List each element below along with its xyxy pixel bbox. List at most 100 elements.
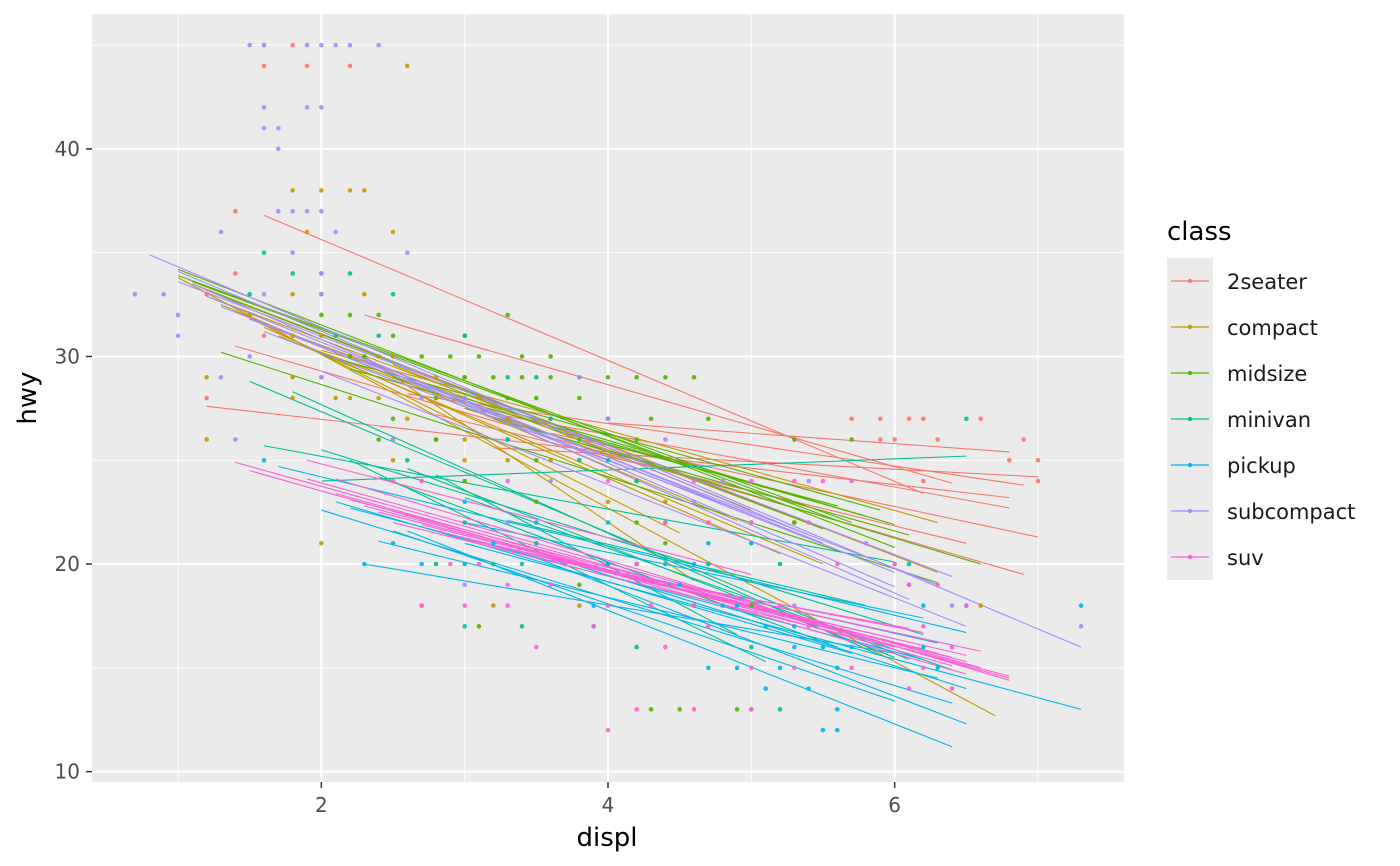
- point-2seater: [878, 437, 883, 442]
- point-compact: [577, 603, 582, 608]
- fit-line-pickup: [536, 557, 967, 725]
- point-suv: [949, 686, 955, 691]
- point-2seater: [1007, 457, 1012, 463]
- point-midsize: [577, 437, 582, 442]
- point-subcompact: [175, 312, 181, 318]
- point-midsize: [734, 707, 740, 712]
- point-minivan: [605, 457, 611, 463]
- point-minivan: [519, 624, 525, 629]
- point-pickup: [591, 603, 596, 608]
- fit-line-2seater: [435, 414, 967, 544]
- point-subcompact: [319, 105, 324, 110]
- fit-line-pickup: [278, 465, 967, 634]
- fit-line-compact: [321, 349, 938, 524]
- point-subcompact: [720, 478, 725, 484]
- point-subcompact: [419, 395, 424, 401]
- point-minivan: [347, 271, 353, 276]
- point-pickup: [605, 561, 611, 567]
- point-pickup: [491, 540, 496, 546]
- fit-line-pickup: [392, 530, 895, 702]
- point-pickup: [806, 686, 811, 691]
- point-compact: [462, 457, 467, 463]
- point-suv: [562, 561, 568, 567]
- point-subcompact: [276, 208, 281, 214]
- point-midsize: [677, 707, 682, 712]
- point-pickup: [605, 520, 611, 525]
- point-subcompact: [247, 354, 252, 359]
- legend-label-midsize: midsize: [1227, 362, 1307, 386]
- legend-label-suv: suv: [1227, 546, 1264, 570]
- point-pickup: [462, 499, 467, 505]
- point-pickup: [921, 644, 926, 650]
- point-midsize: [634, 437, 639, 442]
- fit-line-subcompact: [192, 283, 895, 588]
- point-compact: [319, 188, 324, 193]
- point-midsize: [792, 520, 797, 525]
- point-subcompact: [548, 478, 553, 484]
- fit-line-2seater: [364, 314, 953, 484]
- point-midsize: [347, 312, 353, 318]
- point-midsize: [663, 374, 668, 380]
- point-2seater: [290, 42, 295, 48]
- point-minivan: [634, 478, 639, 484]
- point-suv: [634, 707, 639, 712]
- point-subcompact: [175, 333, 181, 339]
- y-axis-title: hwy: [13, 371, 43, 424]
- point-midsize: [462, 374, 467, 380]
- point-subcompact: [390, 437, 396, 442]
- legend-label-2seater: 2seater: [1227, 270, 1307, 294]
- point-minivan: [376, 333, 381, 339]
- point-midsize: [577, 395, 582, 401]
- point-midsize: [390, 416, 396, 422]
- point-suv: [505, 582, 510, 588]
- point-minivan: [706, 561, 711, 567]
- point-suv: [505, 478, 510, 484]
- legend: 2seater compact midsize minivan pickup subcom…: [1167, 258, 1355, 580]
- point-midsize: [376, 312, 381, 318]
- point-midsize: [476, 354, 482, 359]
- point-suv: [390, 478, 396, 484]
- point-pickup: [663, 561, 668, 567]
- fit-line-midsize: [206, 289, 824, 530]
- point-suv: [706, 520, 711, 525]
- point-suv: [749, 707, 754, 712]
- point-subcompact: [304, 42, 310, 48]
- legend-key-point: [1187, 508, 1193, 514]
- point-midsize: [505, 312, 510, 318]
- point-subcompact: [347, 42, 353, 48]
- fit-line-subcompact: [321, 370, 967, 627]
- point-compact: [362, 291, 367, 297]
- point-compact: [605, 499, 611, 505]
- legend-label-minivan: minivan: [1227, 408, 1311, 432]
- point-subcompact: [462, 395, 467, 401]
- point-compact: [978, 603, 983, 608]
- fit-line-suv: [392, 522, 895, 648]
- fit-line-midsize: [192, 281, 838, 521]
- point-compact: [290, 395, 295, 401]
- point-2seater: [204, 395, 209, 401]
- fit-line-midsize: [392, 376, 895, 526]
- point-subcompact: [319, 42, 324, 48]
- fit-line-pickup: [464, 542, 1082, 710]
- point-subcompact: [319, 271, 324, 276]
- point-minivan: [505, 437, 510, 442]
- point-minivan: [491, 561, 496, 567]
- point-compact: [347, 188, 353, 193]
- point-minivan: [247, 291, 252, 297]
- point-suv: [505, 603, 510, 608]
- point-subcompact: [319, 374, 324, 380]
- point-pickup: [691, 561, 697, 567]
- point-compact: [491, 603, 496, 608]
- x-tick-label: 6: [888, 793, 901, 817]
- point-pickup: [835, 707, 840, 712]
- point-compact: [290, 374, 295, 380]
- point-2seater: [304, 63, 310, 69]
- fit-line-subcompact: [177, 281, 953, 578]
- point-2seater: [261, 63, 267, 69]
- point-subcompact: [792, 603, 797, 608]
- point-subcompact: [261, 42, 267, 48]
- point-pickup: [763, 686, 768, 691]
- point-pickup: [390, 540, 396, 546]
- point-suv: [820, 478, 826, 484]
